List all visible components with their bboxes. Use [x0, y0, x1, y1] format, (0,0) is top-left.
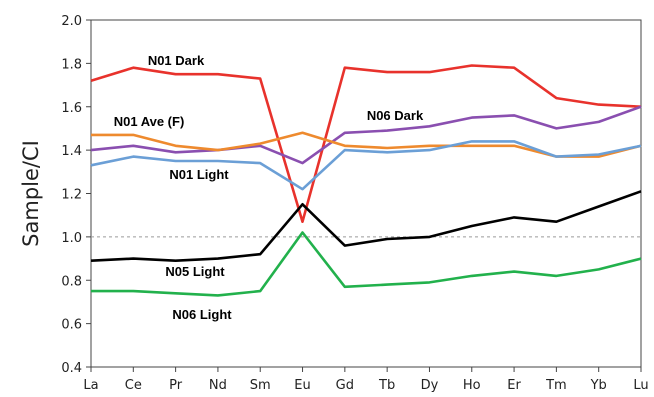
y-tick-label-8: 2.0 — [61, 14, 82, 29]
x-tick-label-7: Tb — [378, 378, 395, 393]
x-tick-label-10: Er — [507, 378, 521, 393]
x-tick-label-5: Eu — [294, 378, 310, 393]
series-line-n06-dark — [90, 105, 642, 165]
series-line-n01-dark — [90, 64, 642, 223]
y-tick-label-5: 1.4 — [61, 144, 82, 159]
y-tick-label-6: 1.6 — [61, 101, 82, 116]
y-tick-label-4: 1.2 — [61, 188, 82, 203]
series-label-n01-ave-f: N01 Ave (F) — [114, 114, 185, 129]
y-tick-label-1: 0.6 — [61, 318, 82, 333]
y-tick-label-2: 0.8 — [61, 274, 82, 289]
series-label-n06-dark: N06 Dark — [367, 108, 424, 123]
series-line-n01-light — [90, 140, 642, 191]
y-axis-label: Sample/CI — [19, 140, 43, 247]
series-labels: N01 Dark N06 Dark N01 Ave (F) N01 Light N05 … — [114, 53, 424, 322]
series-label-n01-light: N01 Light — [169, 167, 229, 182]
x-tick-label-2: Pr — [169, 378, 183, 393]
series-layer — [90, 64, 642, 297]
x-axis: La Ce Pr Nd Sm Eu Gd Tb Dy Ho Er Tm Yb Lu — [83, 367, 649, 393]
x-tick-label-12: Yb — [590, 378, 607, 393]
series-label-n01-dark: N01 Dark — [148, 53, 205, 68]
x-tick-label-4: Sm — [250, 378, 271, 393]
series-line-n06-light — [91, 231, 642, 297]
y-tick-label-3: 1.0 — [61, 231, 82, 246]
x-tick-label-9: Ho — [463, 378, 481, 393]
series-line-n05-light — [90, 190, 642, 263]
y-tick-label-0: 0.4 — [61, 361, 82, 376]
x-tick-label-1: Ce — [125, 378, 142, 393]
series-label-n06-light: N06 Light — [172, 307, 232, 322]
y-tick-label-7: 1.8 — [61, 57, 82, 72]
x-tick-label-11: Tm — [545, 378, 567, 393]
plot-area — [90, 19, 642, 368]
x-tick-label-6: Gd — [336, 378, 354, 393]
series-label-n05-light: N05 Light — [165, 264, 225, 279]
x-tick-label-3: Nd — [209, 378, 227, 393]
x-tick-label-8: Dy — [421, 378, 439, 393]
y-axis: 0.4 0.6 0.8 1.0 1.2 1.4 1.6 1.8 2.0 — [61, 14, 91, 376]
x-tick-label-0: La — [83, 378, 98, 393]
x-tick-label-13: Lu — [633, 378, 648, 393]
